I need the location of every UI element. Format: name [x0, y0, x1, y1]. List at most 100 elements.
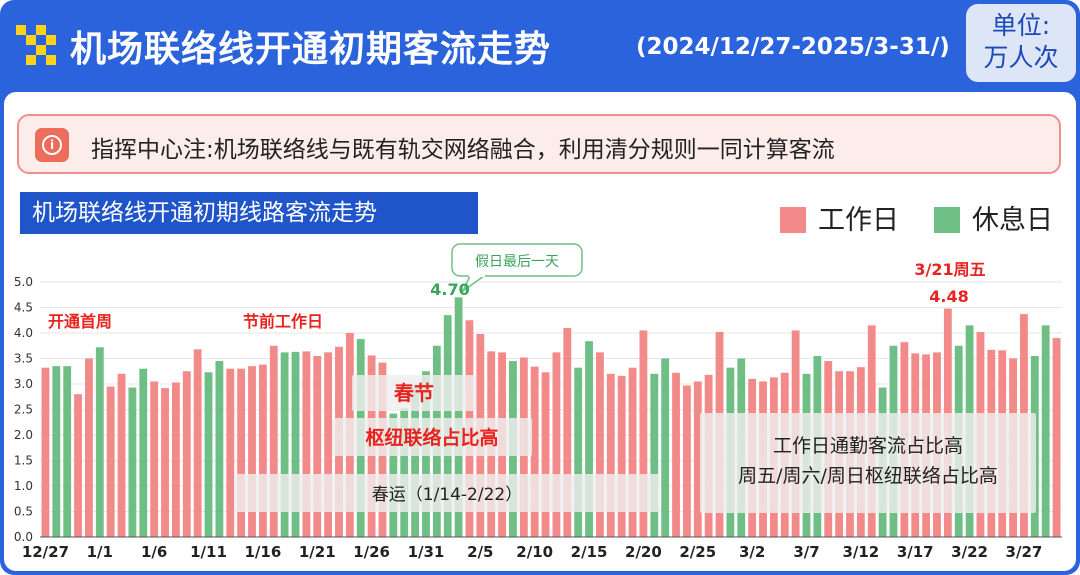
notice-text: 指挥中心注:机场联络线与既有轨交网络融合，利用清分规则一同计算客流	[91, 137, 835, 163]
bar	[171, 382, 180, 537]
bar	[150, 381, 159, 537]
bar	[291, 351, 300, 537]
x-tick-label: 3/2	[739, 543, 765, 561]
bar	[628, 367, 637, 537]
legend-swatch-workday	[780, 207, 806, 233]
x-tick-label: 2/25	[679, 543, 716, 561]
callout-pointer-mask	[469, 273, 485, 277]
bar	[280, 352, 289, 537]
bar	[85, 358, 93, 537]
bar	[41, 367, 50, 537]
unit-value: 万人次	[983, 43, 1059, 72]
bar	[95, 347, 104, 537]
unit-label: 单位:	[991, 11, 1051, 40]
x-tick-label: 2/5	[467, 543, 493, 561]
bar	[454, 297, 463, 537]
date-range: (2024/12/27-2025/3-31/)	[636, 34, 950, 60]
bar	[248, 366, 256, 537]
bar	[1052, 338, 1061, 537]
x-tick-label: 1/21	[299, 543, 336, 561]
page-title: 机场联络线开通初期客流走势	[70, 29, 552, 70]
hub-ratio-annotation: 枢纽联络占比高	[365, 426, 498, 449]
bar	[117, 373, 126, 537]
x-tick-label: 12/27	[22, 543, 69, 561]
pre-holiday-annotation: 节前工作日	[243, 312, 323, 331]
checker-logo-icon	[16, 25, 56, 65]
commute-note-line2: 周五/周六/周日枢纽联络占比高	[738, 465, 998, 487]
x-tick-label: 3/22	[951, 543, 988, 561]
bar	[269, 345, 278, 537]
y-tick-label: 1.0	[14, 479, 33, 493]
bar	[682, 385, 691, 537]
spring-festival-box	[352, 375, 476, 411]
bar	[106, 386, 115, 537]
y-tick-label: 0.5	[14, 505, 33, 519]
x-tick-label: 3/12	[842, 543, 879, 561]
y-tick-label: 4.5	[14, 301, 33, 315]
bar	[182, 371, 191, 537]
commute-note-box	[700, 413, 1036, 513]
bar	[650, 373, 659, 537]
x-tick-label: 3/27	[1006, 543, 1043, 561]
callout-bubble	[451, 243, 583, 277]
bar	[693, 381, 702, 537]
legend-restday: 休息日	[934, 198, 1053, 236]
bar	[639, 330, 648, 537]
march21-value-label: 4.48	[929, 287, 968, 306]
bar	[237, 368, 246, 537]
bar	[258, 364, 267, 537]
spring-festival-annotation: 春节	[393, 381, 434, 405]
y-tick-label: 2.0	[14, 428, 33, 442]
x-tick-label: 2/15	[571, 543, 608, 561]
bar	[617, 375, 626, 537]
info-icon: i	[35, 128, 69, 162]
chart-title: 机场联络线开通初期线路客流走势	[20, 192, 478, 234]
bar	[563, 327, 572, 537]
bar	[541, 372, 550, 537]
bar	[661, 358, 670, 537]
spring-travel-annotation: 春运（1/14-2/22）	[372, 485, 523, 505]
march21-label: 3/21周五	[914, 260, 985, 279]
bar	[606, 373, 615, 537]
bar	[193, 349, 202, 537]
bar	[313, 355, 322, 537]
x-tick-label: 3/7	[793, 543, 819, 561]
commute-note-line1: 工作日通勤客流占比高	[773, 435, 963, 457]
bar	[552, 352, 561, 537]
x-tick-label: 1/6	[141, 543, 167, 561]
bar	[302, 351, 311, 537]
unit-badge: 单位: 万人次	[966, 4, 1076, 82]
bar	[128, 387, 137, 537]
y-tick-label: 5.0	[14, 275, 33, 289]
y-tick-label: 1.5	[14, 454, 33, 468]
bar	[63, 366, 72, 537]
header: 机场联络线开通初期客流走势 (2024/12/27-2025/3-31/) 单位…	[0, 0, 1080, 86]
y-tick-label: 3.5	[14, 352, 33, 366]
y-tick-label: 3.0	[14, 377, 33, 391]
bar	[324, 352, 333, 537]
bar	[574, 367, 583, 537]
x-tick-label: 1/11	[190, 543, 227, 561]
legend-label-workday: 工作日	[818, 205, 899, 236]
x-tick-label: 1/16	[244, 543, 281, 561]
bar	[400, 408, 409, 537]
first-week-annotation: 开通首周	[48, 312, 112, 331]
bar	[596, 352, 604, 537]
bar	[585, 341, 593, 537]
bar	[74, 394, 82, 537]
bar	[226, 368, 235, 537]
bar	[161, 388, 169, 537]
legend-swatch-restday	[934, 207, 960, 233]
bar	[215, 361, 224, 537]
legend-label-restday: 休息日	[972, 205, 1053, 236]
legend-workday: 工作日	[780, 198, 899, 236]
y-tick-label: 2.5	[14, 403, 33, 417]
bar	[204, 372, 213, 537]
spring-travel-box	[234, 474, 660, 512]
x-tick-label: 3/17	[897, 543, 934, 561]
bar	[530, 366, 539, 537]
notice-banner: i 指挥中心注:机场联络线与既有轨交网络融合，利用清分规则一同计算客流	[17, 114, 1061, 174]
y-tick-label: 4.0	[14, 326, 33, 340]
